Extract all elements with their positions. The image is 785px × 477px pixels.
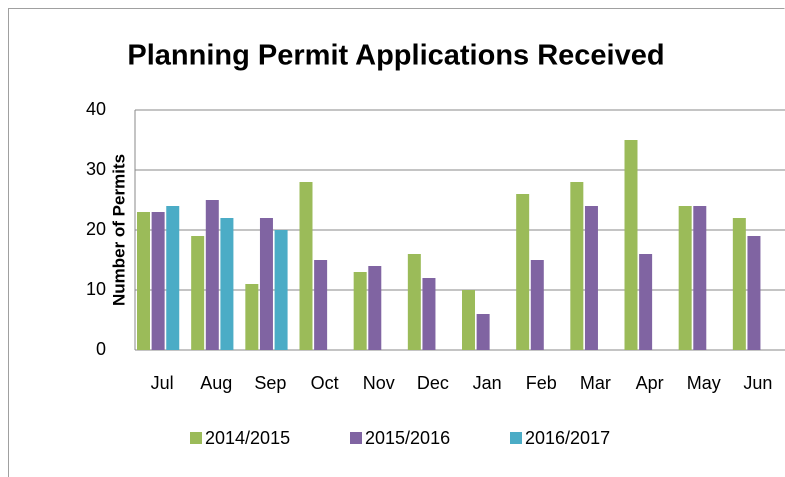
y-tick-label: 10 <box>86 279 106 299</box>
bar <box>314 260 328 350</box>
bar <box>476 314 490 350</box>
x-tick-label: Aug <box>200 373 232 393</box>
x-tick-label: Apr <box>636 373 664 393</box>
y-tick-label: 30 <box>86 159 106 179</box>
x-tick-label: Mar <box>580 373 611 393</box>
x-tick-label: Nov <box>363 373 395 393</box>
bar <box>570 182 584 350</box>
bar <box>353 272 367 350</box>
legend-label: 2015/2016 <box>365 428 450 448</box>
bar <box>137 212 150 350</box>
legend-label: 2014/2015 <box>205 428 290 448</box>
bar <box>732 218 746 350</box>
bar <box>245 284 259 350</box>
bar <box>166 206 180 350</box>
bar <box>407 254 421 350</box>
bar <box>274 230 288 350</box>
bar <box>299 182 313 350</box>
legend-swatch <box>350 432 362 444</box>
bar <box>747 236 761 350</box>
bar <box>422 278 436 350</box>
bar <box>624 140 638 350</box>
chart-frame <box>8 8 785 477</box>
legend-swatch <box>190 432 202 444</box>
x-tick-label: Jul <box>151 373 174 393</box>
bar <box>462 290 475 350</box>
x-tick-label: Dec <box>417 373 449 393</box>
x-tick-label: Jun <box>743 373 772 393</box>
legend-label: 2016/2017 <box>525 428 610 448</box>
bar <box>639 254 653 350</box>
bar <box>678 206 692 350</box>
x-tick-label: Feb <box>526 373 557 393</box>
x-tick-label: May <box>687 373 721 393</box>
legend-swatch <box>510 432 522 444</box>
bar <box>151 212 165 350</box>
bar <box>584 206 598 350</box>
bar <box>530 260 544 350</box>
y-tick-label: 40 <box>86 99 106 119</box>
bar <box>220 218 234 350</box>
x-tick-label: Jan <box>473 373 502 393</box>
x-tick-label: Oct <box>311 373 339 393</box>
y-tick-label: 0 <box>96 339 106 359</box>
bar <box>205 200 219 350</box>
bar <box>191 236 205 350</box>
bar <box>516 194 530 350</box>
bar <box>368 266 382 350</box>
bar <box>693 206 707 350</box>
y-tick-label: 20 <box>86 219 106 239</box>
chart-title: Planning Permit Applications Received <box>127 40 664 72</box>
y-axis-label: Number of Permits <box>109 154 128 306</box>
x-tick-label: Sep <box>254 373 286 393</box>
bar <box>259 218 273 350</box>
